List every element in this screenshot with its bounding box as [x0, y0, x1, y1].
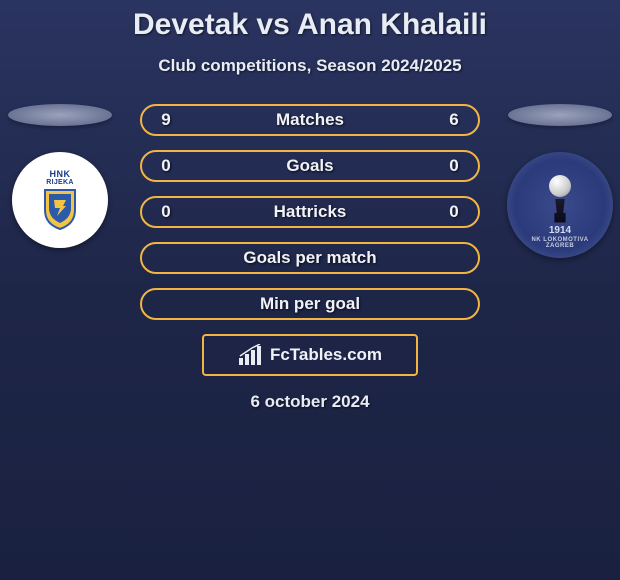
team-crest-left: HNK RIJEKA [12, 152, 108, 248]
stat-label: Min per goal [260, 294, 360, 314]
brand-badge: FcTables.com [202, 334, 418, 376]
stats-column: 9 Matches 6 0 Goals 0 0 Hattricks 0 Goal… [114, 104, 506, 320]
stat-label: Hattricks [274, 202, 347, 222]
crest-left-text1: HNK [50, 169, 71, 179]
brand-text: FcTables.com [270, 345, 382, 365]
stat-row-goals-per-match: Goals per match [140, 242, 480, 274]
root: Devetak vs Anan Khalaili Club competitio… [0, 0, 620, 412]
stat-right-value: 6 [444, 110, 464, 130]
date-line: 6 october 2024 [0, 392, 620, 412]
left-column: HNK RIJEKA [6, 104, 114, 248]
crest-right-inner: 1914 NK LOKOMOTIVA ZAGREB [520, 165, 600, 245]
bar-chart-icon [238, 344, 264, 366]
crest-left-inner: HNK RIJEKA [32, 169, 88, 231]
page-title: Devetak vs Anan Khalaili [0, 8, 620, 42]
team-crest-right: 1914 NK LOKOMOTIVA ZAGREB [507, 152, 613, 258]
stat-row-min-per-goal: Min per goal [140, 288, 480, 320]
stat-row-goals: 0 Goals 0 [140, 150, 480, 182]
crest-right-year: 1914 [549, 225, 571, 236]
page-subtitle: Club competitions, Season 2024/2025 [0, 56, 620, 76]
right-column: 1914 NK LOKOMOTIVA ZAGREB [506, 104, 614, 258]
trophy-icon [552, 199, 568, 223]
crest-left-text2: RIJEKA [46, 179, 73, 186]
stat-right-value: 0 [444, 202, 464, 222]
main-row: HNK RIJEKA 9 Matches 6 [0, 104, 620, 320]
stat-label: Matches [276, 110, 344, 130]
stat-label: Goals [286, 156, 333, 176]
stat-label: Goals per match [243, 248, 376, 268]
stat-row-hattricks: 0 Hattricks 0 [140, 196, 480, 228]
stat-left-value: 9 [156, 110, 176, 130]
stat-right-value: 0 [444, 156, 464, 176]
stat-left-value: 0 [156, 156, 176, 176]
stat-row-matches: 9 Matches 6 [140, 104, 480, 136]
stat-left-value: 0 [156, 202, 176, 222]
right-ellipse [508, 104, 612, 126]
soccer-ball-icon [549, 175, 571, 197]
left-ellipse [8, 104, 112, 126]
crest-right-arc-text: NK LOKOMOTIVA ZAGREB [520, 237, 600, 249]
crest-left-shield [41, 188, 79, 230]
